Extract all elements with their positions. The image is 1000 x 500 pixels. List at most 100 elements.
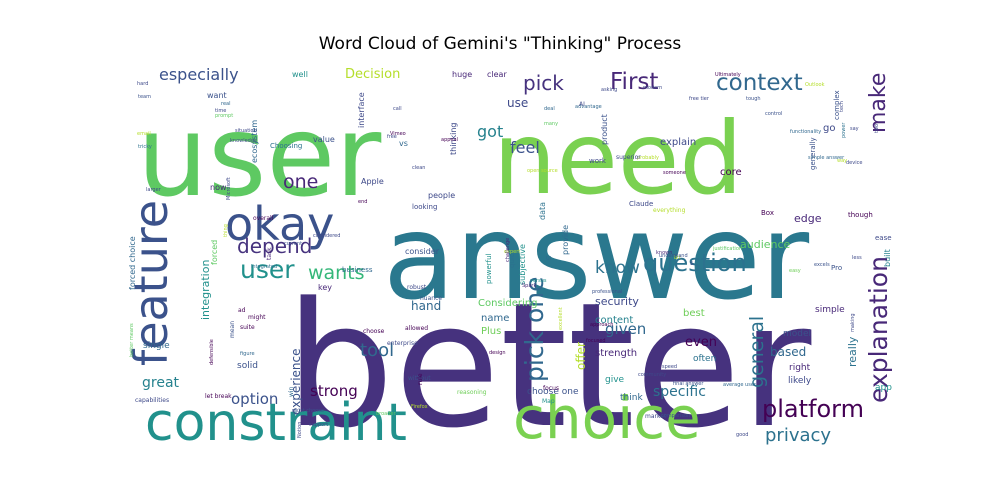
- word-context-13: context: [716, 70, 803, 96]
- word-let-break-101: let break: [205, 393, 232, 400]
- word-vs-75: vs: [399, 139, 408, 148]
- word-challenge-156: challenge: [505, 238, 511, 262]
- word-expert-153: expert: [504, 249, 520, 255]
- word-two-151: two: [874, 124, 880, 133]
- word-apple-65: Apple: [361, 177, 384, 186]
- word-ecosystem-79: ecosystem: [250, 120, 259, 163]
- word-name-51: name: [481, 313, 509, 324]
- word-choose-one-61: choose one: [527, 387, 579, 397]
- word-bit-158: bit: [674, 255, 681, 261]
- word-control-137: control: [765, 111, 782, 117]
- word-thinking-66: thinking: [449, 122, 458, 155]
- word-prompt-124: prompt: [215, 113, 233, 119]
- word-simple-54: simple: [815, 305, 845, 315]
- word-tricky-121: tricky: [138, 144, 152, 150]
- word-decision-32: Decision: [345, 67, 400, 82]
- word-use-34: use: [507, 96, 528, 110]
- word-subjective-82: subjective: [518, 244, 527, 285]
- word-capabilities-102: capabilities: [135, 397, 169, 404]
- word-powerful-86: powerful: [485, 253, 493, 284]
- word-hand-35: hand: [411, 299, 441, 313]
- word-better-0: better: [285, 265, 812, 445]
- word-edge-42: edge: [794, 212, 822, 225]
- word-outlook-186: Outlook: [805, 82, 825, 88]
- word-especially-24: especially: [159, 65, 239, 84]
- word-notion-179: Notion: [297, 422, 303, 438]
- word-claude-97: Claude: [629, 200, 653, 208]
- word-win-103: win: [288, 386, 295, 397]
- word-value-70: value: [313, 135, 335, 144]
- word-explanation-10: explanation: [864, 256, 893, 403]
- word-wants-18: wants: [308, 262, 365, 284]
- word-spark-155: Spark: [522, 283, 536, 289]
- word-everything-194: everything: [653, 207, 686, 214]
- word-ai-192: AI: [579, 101, 585, 108]
- word-map-191: Map: [542, 398, 555, 405]
- word-people-71: people: [428, 191, 455, 200]
- word-appeal-141: appeal: [441, 137, 458, 143]
- word-even-33: even: [685, 335, 717, 350]
- word-simple-answer-147: simple answer: [808, 155, 845, 161]
- word-really-41: really: [846, 336, 859, 367]
- word-modern-133: modern: [643, 85, 662, 91]
- word-user-8: user: [240, 255, 295, 284]
- word-probably-190: probably: [637, 155, 659, 161]
- word-good-174: good: [736, 432, 748, 438]
- word-community-170: community: [638, 372, 666, 378]
- word-security-39: security: [595, 295, 639, 308]
- word-open-source-145: open source: [527, 168, 558, 174]
- word-less-160: less: [852, 255, 862, 261]
- word-ui-152: UI: [546, 256, 551, 262]
- word-clean-142: clean: [412, 165, 425, 171]
- word-device-148: device: [846, 160, 862, 166]
- word-justification-163: justification: [712, 246, 742, 252]
- chart-title: Word Cloud of Gemini's "Thinking" Proces…: [318, 34, 682, 54]
- word-vimeo-130: Vimeo: [390, 131, 406, 137]
- word-forced-choice-81: forced choice: [128, 236, 137, 290]
- word-integration-40: integration: [199, 260, 212, 320]
- word-data-84: data: [538, 202, 547, 220]
- word-team-123: team: [138, 94, 151, 100]
- word-overall-115: overall: [253, 215, 274, 222]
- word-robust-106: robust: [407, 284, 427, 291]
- word-professional-165: professional: [592, 289, 622, 295]
- word-quick-87: quick: [508, 248, 516, 268]
- word-explain-44: explain: [660, 137, 696, 148]
- word-generally-92: generally: [809, 137, 817, 170]
- word-need-3: need: [493, 100, 743, 217]
- word-understand-164: understand: [659, 253, 688, 259]
- word-work-85: work: [589, 157, 607, 165]
- word-go-46: go: [823, 123, 835, 134]
- word-offer-38: offer: [574, 342, 588, 370]
- word-often-58: often: [693, 354, 716, 364]
- word-say-150: say: [850, 126, 859, 132]
- word-app-57: app: [875, 383, 892, 393]
- word-free-tier-134: free tier: [689, 96, 710, 102]
- word-give-60: give: [605, 375, 625, 385]
- word-without-104: without: [408, 375, 431, 382]
- word-specific-31: specific: [653, 384, 706, 400]
- word-final-answer-171: final answer: [673, 381, 704, 387]
- word-model-53: model: [783, 329, 811, 339]
- word-likely-56: likely: [788, 376, 812, 386]
- word-real-128: real: [221, 101, 230, 107]
- word-integrated-119: integrated: [251, 264, 277, 270]
- word-tech-189: tech: [839, 101, 845, 112]
- word-well-69: well: [292, 70, 308, 79]
- word-forced-73: forced: [210, 240, 219, 265]
- word-situation-126: situation: [235, 128, 257, 134]
- word-question-11: question: [643, 249, 747, 277]
- word-got-25: got: [477, 122, 503, 141]
- word-choice-4: choice: [513, 384, 701, 445]
- word-interface-80: interface: [357, 92, 366, 128]
- word-end-143: end: [358, 199, 367, 205]
- word-choosing-90: Choosing: [270, 142, 302, 150]
- word-provide-83: provide: [561, 225, 570, 255]
- word-might-111: might: [248, 314, 266, 321]
- word-want-72: want: [207, 91, 227, 100]
- word-right-55: right: [789, 363, 811, 373]
- word-plus-50: Plus: [481, 326, 501, 337]
- word-huge-67: huge: [452, 70, 472, 79]
- word-suite-114: suite: [240, 324, 255, 331]
